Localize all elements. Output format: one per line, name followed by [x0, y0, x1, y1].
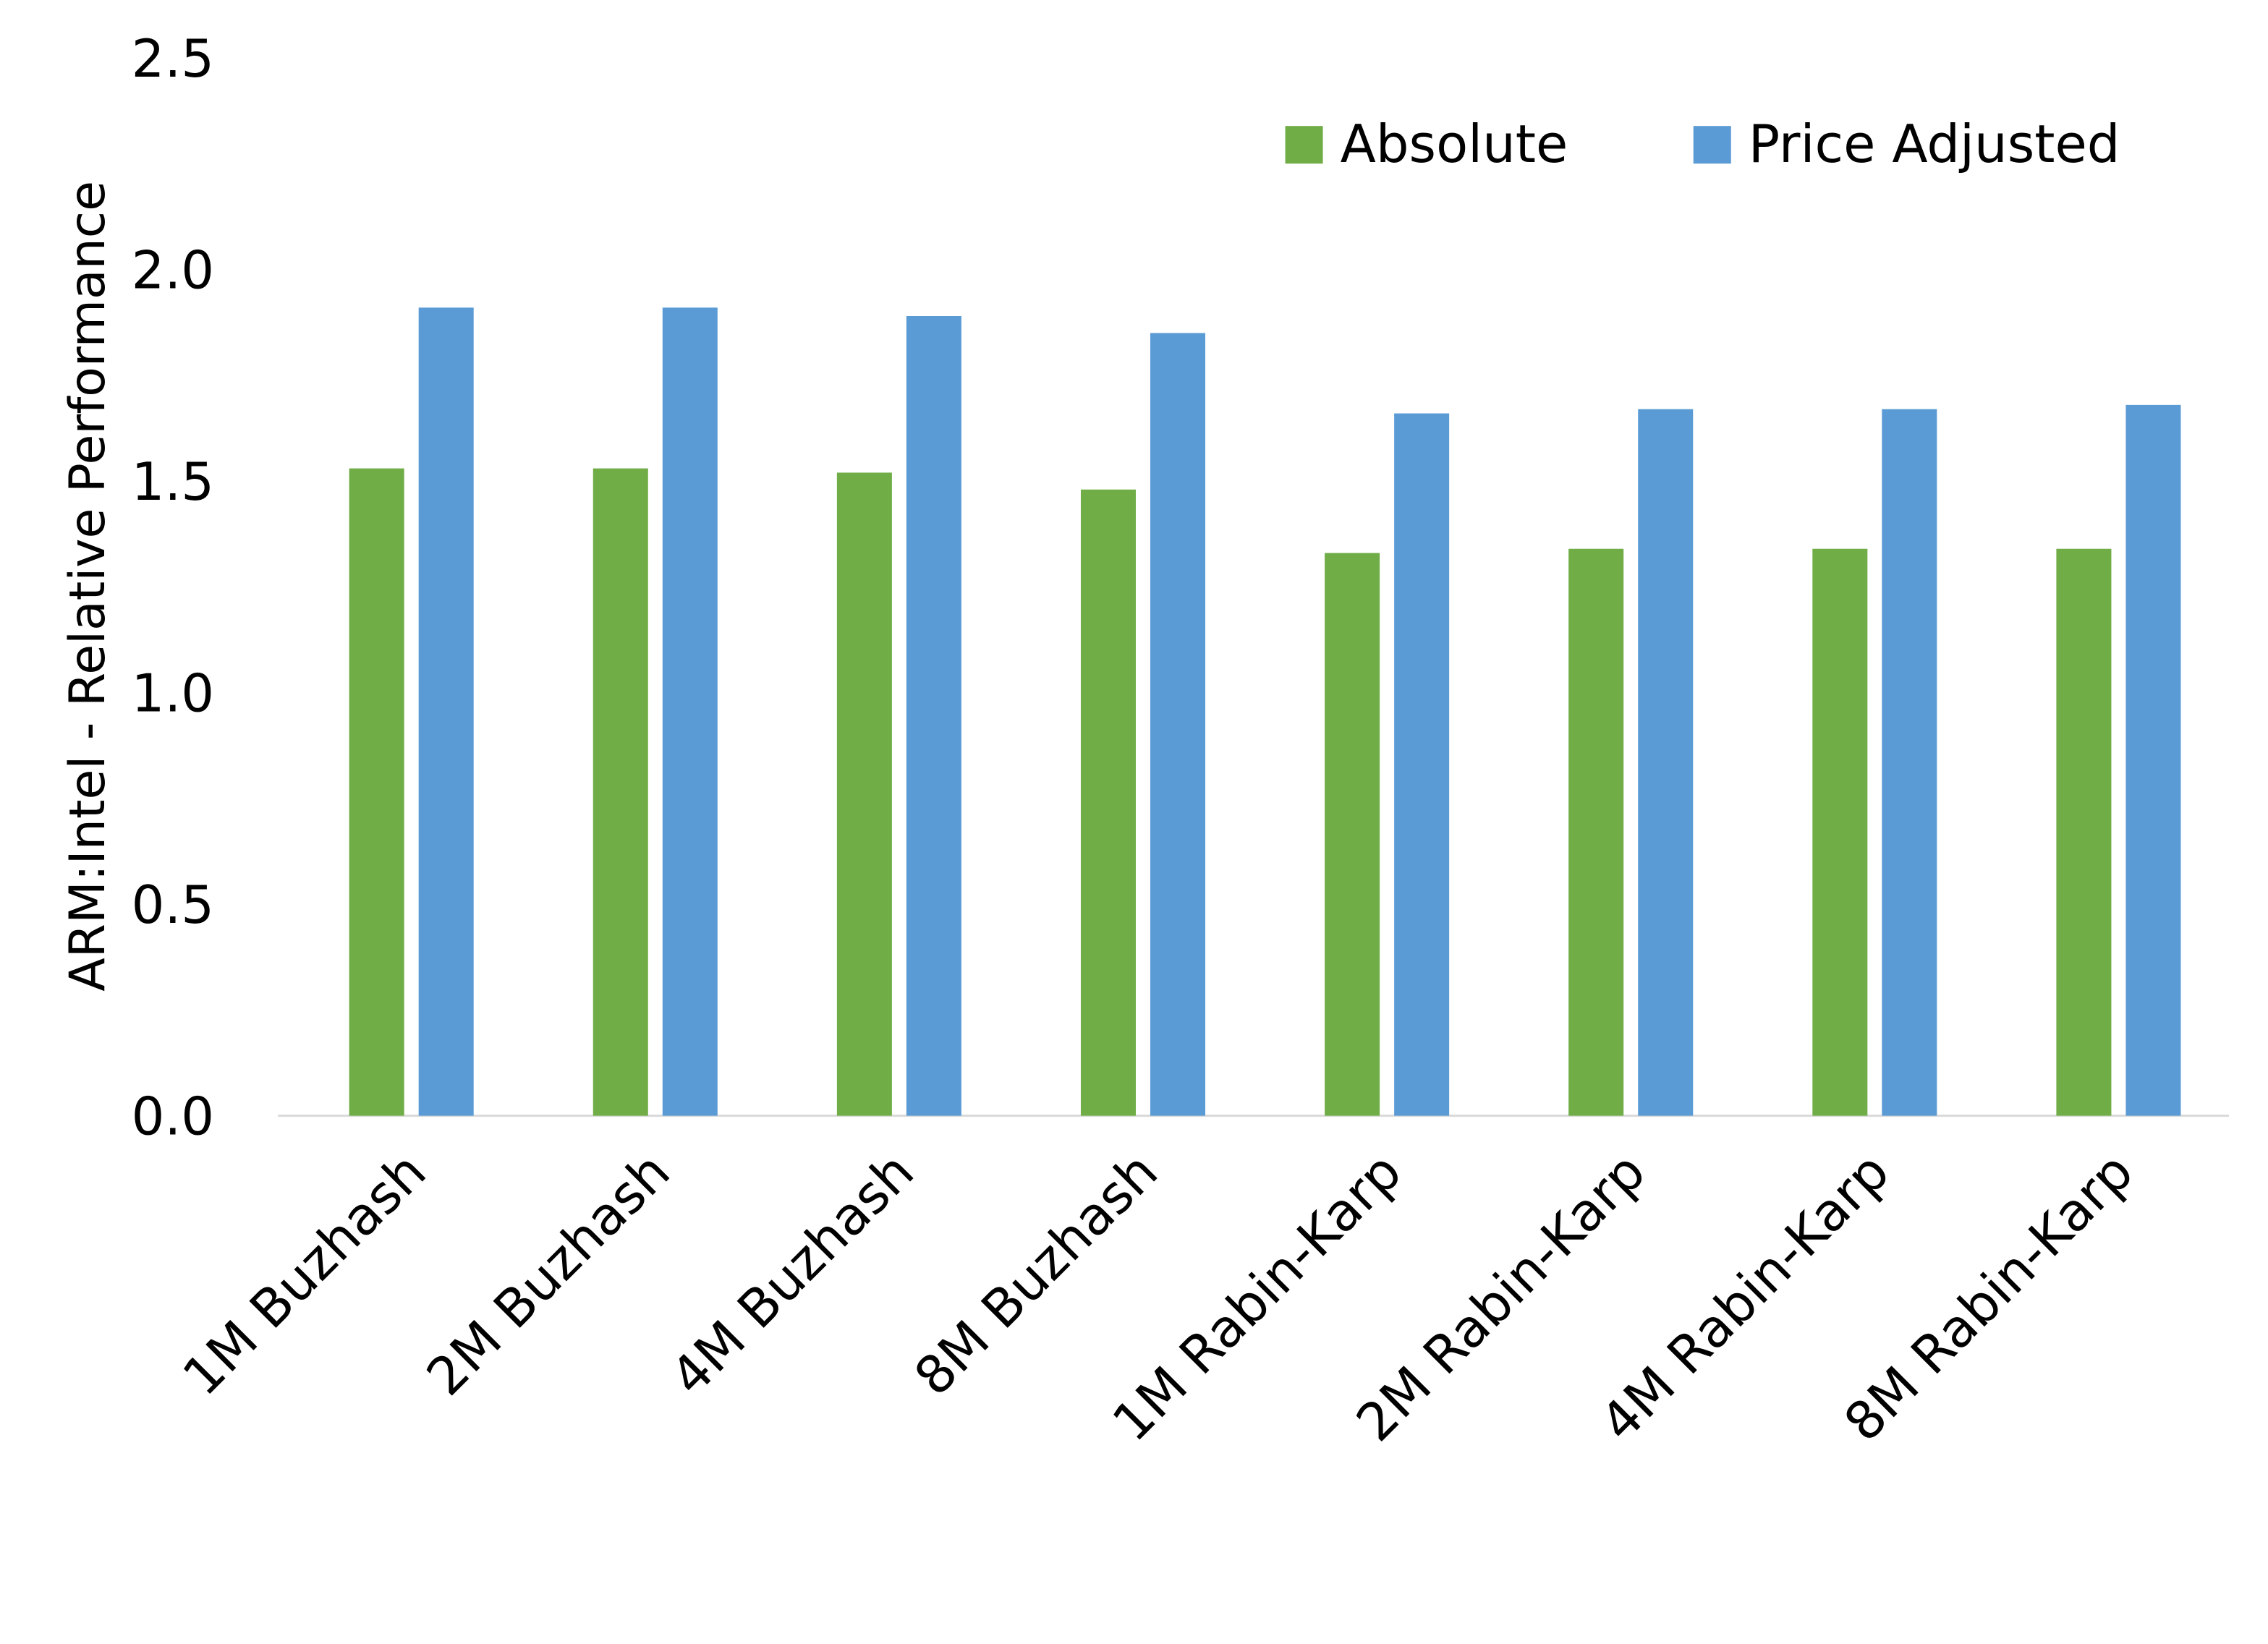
legend-label: Absolute [1341, 114, 1568, 174]
y-tick-label: 2.5 [132, 28, 215, 89]
y-tick-label: 0.0 [132, 1086, 215, 1147]
bar-absolute [1812, 548, 1868, 1116]
legend-label: Price Adjusted [1749, 114, 2120, 174]
bar-absolute [349, 468, 404, 1116]
bar-absolute [836, 472, 892, 1116]
legend: Absolute Price Adjusted [1285, 114, 2120, 174]
y-axis-label: ARM:Intel - Relative Performance [59, 181, 116, 992]
y-tick-label: 0.5 [132, 874, 215, 935]
bar-price-adjusted [1882, 409, 1937, 1116]
x-tick-label: 8M Buzhash [903, 1141, 1169, 1407]
bar-price-adjusted [1150, 333, 1206, 1116]
x-tick-label: 1M Buzhash [171, 1141, 438, 1407]
y-tick-label: 2.0 [132, 240, 215, 301]
bar-absolute [2056, 548, 2112, 1116]
bar-absolute [1568, 548, 1624, 1116]
y-tick-label: 1.0 [132, 663, 215, 724]
bar-price-adjusted [906, 316, 961, 1116]
bar-price-adjusted [662, 307, 718, 1116]
x-tick-label: 4M Buzhash [659, 1141, 925, 1407]
bar-price-adjusted [418, 307, 474, 1116]
bar-price-adjusted [1394, 413, 1450, 1116]
y-tick-label: 1.5 [132, 451, 215, 512]
bar-absolute [593, 468, 648, 1116]
legend-swatch [1285, 126, 1323, 164]
bar-absolute [1325, 553, 1380, 1116]
x-tick-label: 2M Buzhash [415, 1141, 681, 1407]
bar-price-adjusted [1638, 409, 1694, 1116]
bar-absolute [1080, 489, 1137, 1116]
bar-price-adjusted [2125, 404, 2181, 1116]
legend-swatch [1693, 126, 1731, 164]
